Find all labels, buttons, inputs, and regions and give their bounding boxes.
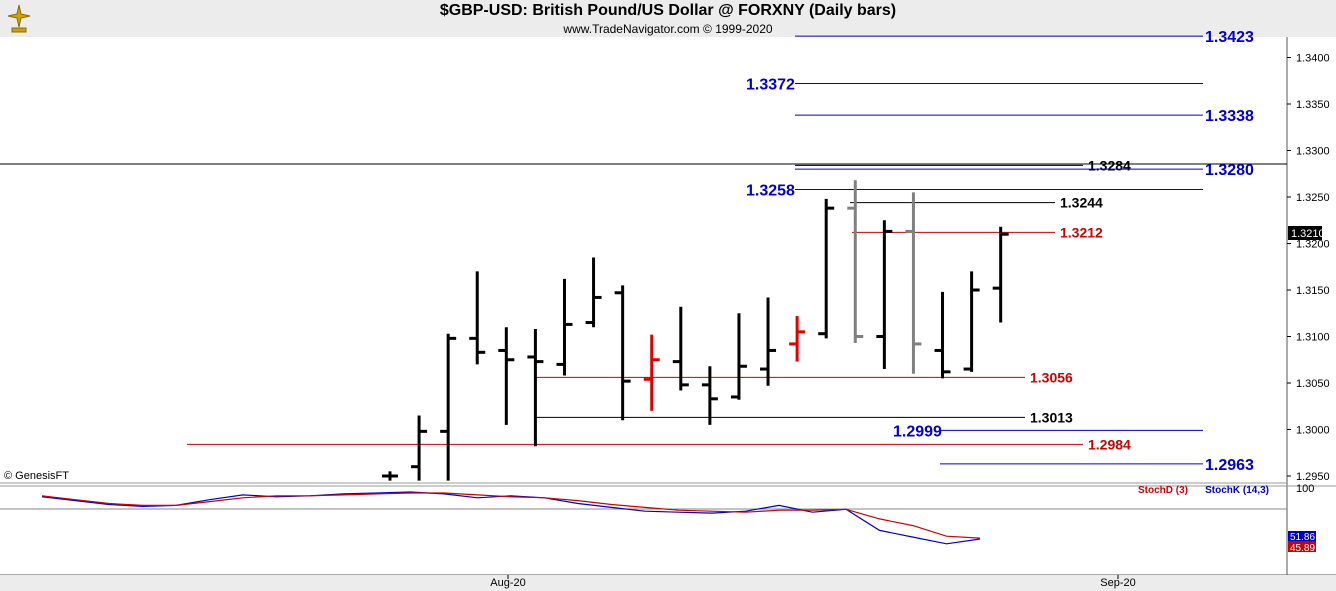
stoch-k-value: 51.86 — [1290, 532, 1315, 543]
level-label: 1.3258 — [746, 183, 795, 200]
stoch-y-tick-100: 100 — [1296, 483, 1314, 495]
ohlc-bar — [789, 316, 806, 362]
level-1-3280: 1.3280 — [795, 162, 1254, 179]
level-1-3258: 1.3258 — [746, 183, 1203, 200]
x-tick-sep: Sep-20 — [1100, 577, 1135, 589]
chart-header: $GBP-USD: British Pound/US Dollar @ FORX… — [0, 0, 1336, 37]
level-1-2984: 1.2984 — [187, 436, 1131, 452]
level-label: 1.2999 — [893, 423, 942, 440]
ohlc-bar — [527, 329, 544, 447]
level-1-3423: 1.3423 — [795, 29, 1254, 46]
y-tick-label: 1.3050 — [1296, 378, 1330, 390]
stoch-d-value: 45.89 — [1290, 543, 1315, 554]
y-tick-label: 1.3300 — [1296, 146, 1330, 158]
level-label: 1.3280 — [1205, 162, 1254, 179]
ohlc-bar — [701, 366, 718, 425]
level-label: 1.2963 — [1205, 457, 1254, 474]
level-1-3284: 1.3284 — [795, 157, 1131, 173]
logo-icon — [4, 2, 34, 39]
stoch-d-legend: StochD (3) — [1138, 485, 1188, 496]
ohlc-bar — [614, 285, 631, 421]
level-1-3013: 1.3013 — [536, 409, 1073, 425]
stoch-d-line — [41, 492, 981, 539]
ohlc-bar — [440, 333, 457, 481]
ohlc-bar — [905, 192, 922, 374]
level-1-3056: 1.3056 — [536, 369, 1073, 385]
ohlc-bar — [876, 220, 893, 370]
level-1-2999: 1.2999 — [893, 423, 1203, 440]
bars-layer — [382, 180, 1009, 481]
ohlc-bar — [382, 471, 398, 481]
ohlc-bar — [411, 415, 428, 481]
level-label: 1.3212 — [1060, 224, 1103, 240]
stoch-k-legend: StochK (14,3) — [1205, 485, 1269, 496]
level-label: 1.3372 — [746, 77, 795, 94]
level-label: 1.3244 — [1060, 195, 1103, 211]
ohlc-bar — [643, 334, 660, 411]
ohlc-bar — [469, 271, 486, 365]
stoch-k-value-box — [1288, 531, 1316, 541]
y-tick-label: 1.3400 — [1296, 53, 1330, 65]
level-label: 1.3284 — [1088, 157, 1131, 173]
chart-title: $GBP-USD: British Pound/US Dollar @ FORX… — [439, 2, 897, 19]
y-tick-label: 1.3150 — [1296, 285, 1330, 297]
x-tick-aug: Aug-20 — [490, 577, 525, 589]
ohlc-bar — [730, 313, 747, 400]
level-label: 1.3056 — [1030, 369, 1073, 385]
watermark-label: © GenesisFT — [4, 470, 69, 482]
level-label: 1.3013 — [1030, 409, 1073, 425]
ohlc-bar — [818, 198, 835, 339]
level-1-3338: 1.3338 — [795, 108, 1254, 125]
ohlc-bar — [556, 278, 573, 376]
ohlc-bar — [498, 327, 515, 425]
level-label: 1.3423 — [1205, 29, 1254, 46]
ohlc-bar — [760, 297, 777, 386]
level-1-2963: 1.2963 — [940, 457, 1254, 474]
ohlc-bar — [847, 180, 864, 344]
stoch-k-line — [41, 491, 981, 545]
ohlc-bar — [934, 291, 951, 379]
level-label: 1.3338 — [1205, 108, 1254, 125]
last-price-label: 1.3210 — [1291, 228, 1325, 240]
level-label: 1.2984 — [1088, 436, 1131, 452]
ohlc-bar — [992, 226, 1009, 323]
ohlc-bar — [963, 271, 980, 372]
chart-subtitle: www.TradeNavigator.com © 1999-2020 — [563, 22, 773, 36]
ohlc-bar — [585, 257, 602, 328]
levels-layer: 1.3423 1.3372 1.3338 1.3284 1.3280 1.3258 1.32… — [187, 29, 1254, 474]
time-axis-band — [0, 575, 1336, 591]
stochastic-pane — [41, 491, 981, 545]
last-price-box — [1288, 226, 1322, 240]
y-tick-label: 1.2950 — [1296, 471, 1330, 483]
level-1-3372: 1.3372 — [746, 77, 1203, 94]
y-tick-label: 1.3000 — [1296, 425, 1330, 437]
level-1-3244: 1.3244 — [850, 195, 1103, 211]
ohlc-bar — [672, 306, 689, 391]
y-tick-label: 1.3100 — [1296, 332, 1330, 344]
y-tick-label: 1.3350 — [1296, 99, 1330, 111]
y-tick-label: 1.3250 — [1296, 192, 1330, 204]
y-axis: 1.3400 1.3350 1.3300 1.3250 1.3200 1.3150 1.31… — [1287, 53, 1330, 483]
stoch-d-value-box — [1288, 541, 1316, 552]
y-tick-label: 1.3200 — [1296, 239, 1330, 251]
